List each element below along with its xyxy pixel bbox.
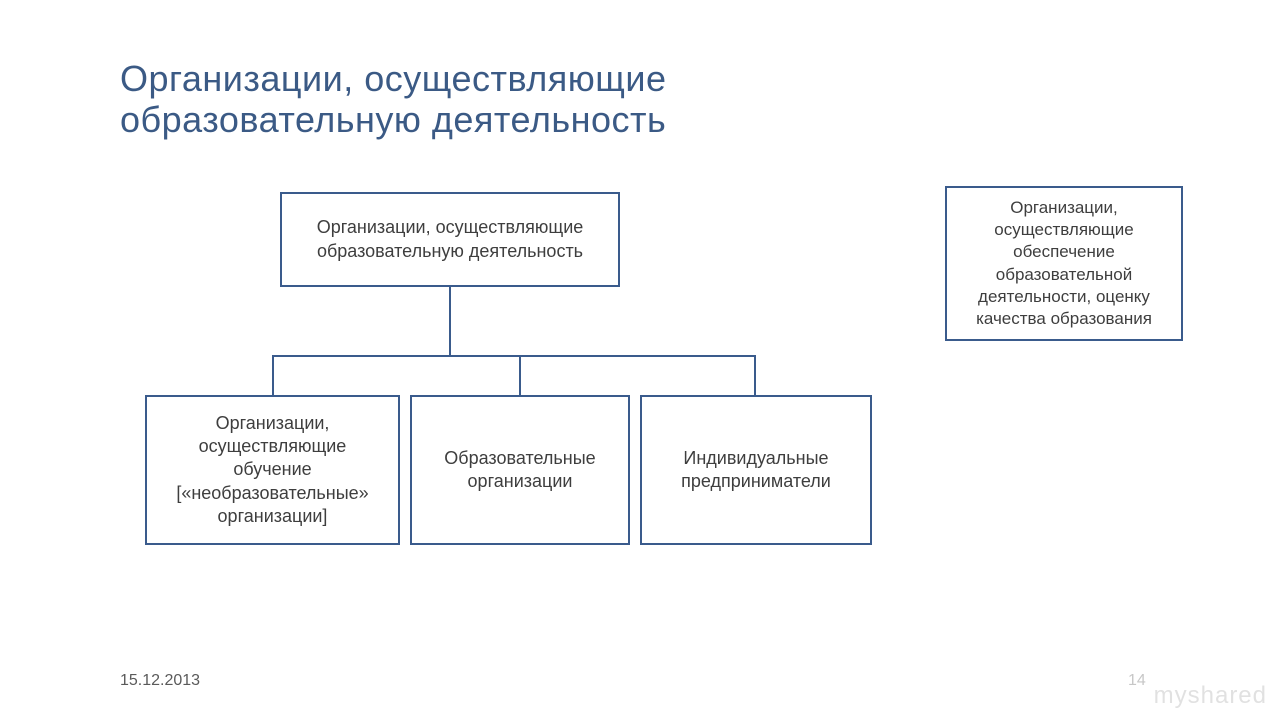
footer-date: 15.12.2013: [120, 672, 200, 690]
footer-page-number: 14: [1128, 672, 1146, 690]
org-root-box: Организации, осуществляющие образователь…: [280, 192, 620, 287]
org-child-box-2: Образовательные организации: [410, 395, 630, 545]
connector-trunk: [449, 287, 451, 355]
org-child-box-3: Индивидуальные предприниматели: [640, 395, 872, 545]
connector-drop-2: [519, 355, 521, 395]
org-side-box: Организации, осуществляющие обеспечение …: [945, 186, 1183, 341]
connector-drop-3: [754, 355, 756, 395]
connector-drop-1: [272, 355, 274, 395]
connector-hbar: [272, 355, 756, 357]
slide: Организации, осуществляющие образователь…: [0, 0, 1279, 720]
org-child-box-1: Организации, осуществляющие обучение [«н…: [145, 395, 400, 545]
watermark: myshared: [1154, 682, 1267, 710]
slide-title: Организации, осуществляющие образователь…: [120, 58, 900, 141]
